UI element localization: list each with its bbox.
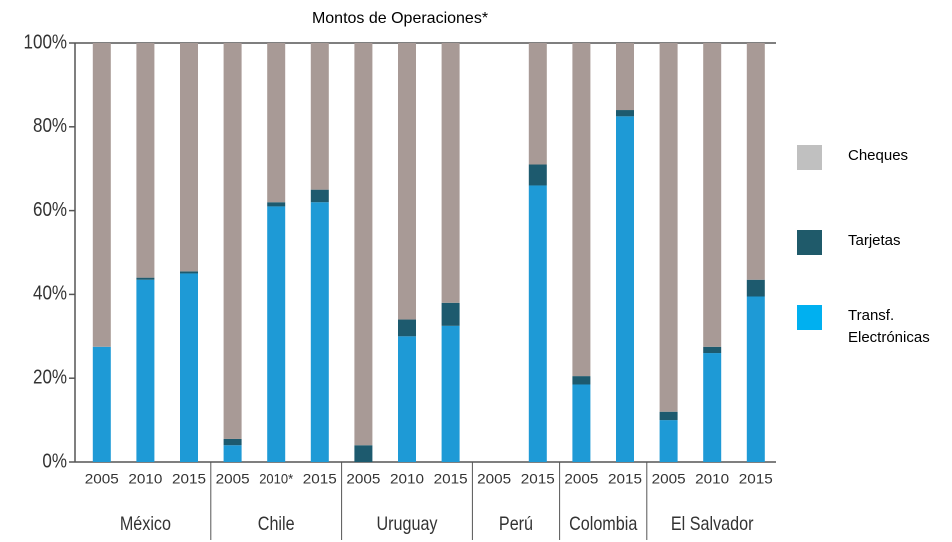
bar-segment	[616, 43, 634, 111]
legend-swatch	[797, 145, 822, 170]
bar-segment	[180, 43, 198, 272]
bar-segment	[746, 296, 765, 462]
legend-swatch	[797, 230, 822, 255]
legend-label: Cheques	[848, 147, 909, 164]
x-tick-label: 2005	[216, 471, 250, 487]
bar-segment	[528, 164, 547, 186]
x-tick-label: 2015	[172, 471, 206, 487]
bar-segment	[616, 110, 634, 117]
bar-segment	[223, 438, 242, 446]
x-tick-label: 2010*	[259, 471, 294, 487]
group-label: México	[120, 513, 171, 535]
bar-segment	[659, 411, 678, 421]
bar-segment	[746, 43, 765, 280]
group-label: Perú	[499, 513, 533, 535]
x-tick-label: 2005	[477, 471, 511, 487]
y-tick-label: 100%	[24, 30, 67, 53]
bar-segment	[703, 43, 722, 347]
y-tick-label: 20%	[33, 365, 67, 388]
bar-segment	[310, 202, 329, 462]
x-tick-label: 2005	[652, 471, 686, 487]
bar-segment	[223, 445, 242, 462]
bar-segment	[528, 185, 547, 462]
bar-segment	[223, 43, 242, 439]
bar-segment	[180, 273, 198, 462]
legend-swatch	[797, 305, 822, 330]
x-tick-label: 2015	[521, 471, 555, 487]
bar-segment	[572, 43, 591, 377]
x-tick-label: 2005	[85, 471, 119, 487]
bar-segment	[441, 43, 460, 303]
bar-segment	[659, 43, 678, 412]
bar-segment	[659, 420, 678, 462]
bar-segment	[310, 43, 329, 190]
bar-segment	[746, 279, 765, 297]
x-tick-label: 2015	[608, 471, 642, 487]
legend-item: Cheques	[797, 145, 952, 170]
bar-segment	[92, 346, 111, 462]
x-tick-label: 2005	[346, 471, 380, 487]
bar-segment	[572, 376, 591, 385]
bar-segment	[616, 116, 634, 462]
bar-segment	[310, 189, 329, 203]
legend-item: Transf. Electrónicas	[797, 305, 952, 349]
x-tick-label: 2010	[695, 471, 729, 487]
group-label: Chile	[258, 513, 295, 535]
x-tick-label: 2015	[303, 471, 337, 487]
x-tick-label: 2015	[739, 471, 773, 487]
bar-segment	[354, 445, 373, 462]
group-label: Colombia	[569, 513, 637, 535]
legend-label: Tarjetas	[848, 232, 901, 249]
y-tick-label: 80%	[33, 114, 67, 137]
bar-segment	[267, 43, 286, 203]
y-tick-label: 60%	[33, 198, 67, 221]
bar-segment	[572, 384, 591, 462]
x-tick-label: 2010	[128, 471, 162, 487]
bar-segment	[703, 353, 722, 462]
chart-title: Montos de Operaciones*	[312, 10, 488, 27]
bar-segment	[354, 43, 373, 446]
bar-segment	[398, 336, 416, 462]
legend-item: Tarjetas	[797, 230, 952, 255]
bar-segment	[267, 206, 286, 462]
bar-segment	[398, 43, 416, 320]
x-tick-label: 2015	[434, 471, 468, 487]
bar-segment	[441, 325, 460, 462]
y-tick-label: 40%	[33, 281, 67, 304]
legend-label: Transf. Electrónicas	[848, 307, 930, 346]
bar-segment	[136, 279, 155, 462]
group-label: Uruguay	[376, 513, 437, 535]
group-label: El Salvador	[671, 513, 754, 535]
bar-segment	[398, 319, 416, 337]
bar-segment	[528, 43, 547, 165]
bar-segment	[92, 43, 111, 347]
bar-segment	[136, 277, 155, 280]
bar-segment	[136, 43, 155, 278]
bar-segment	[180, 271, 198, 274]
bar-segment	[267, 202, 286, 207]
y-tick-label: 0%	[42, 449, 67, 472]
x-tick-label: 2010	[390, 471, 424, 487]
bar-segment	[703, 346, 722, 354]
x-tick-label: 2005	[564, 471, 598, 487]
bar-segment	[441, 302, 460, 326]
